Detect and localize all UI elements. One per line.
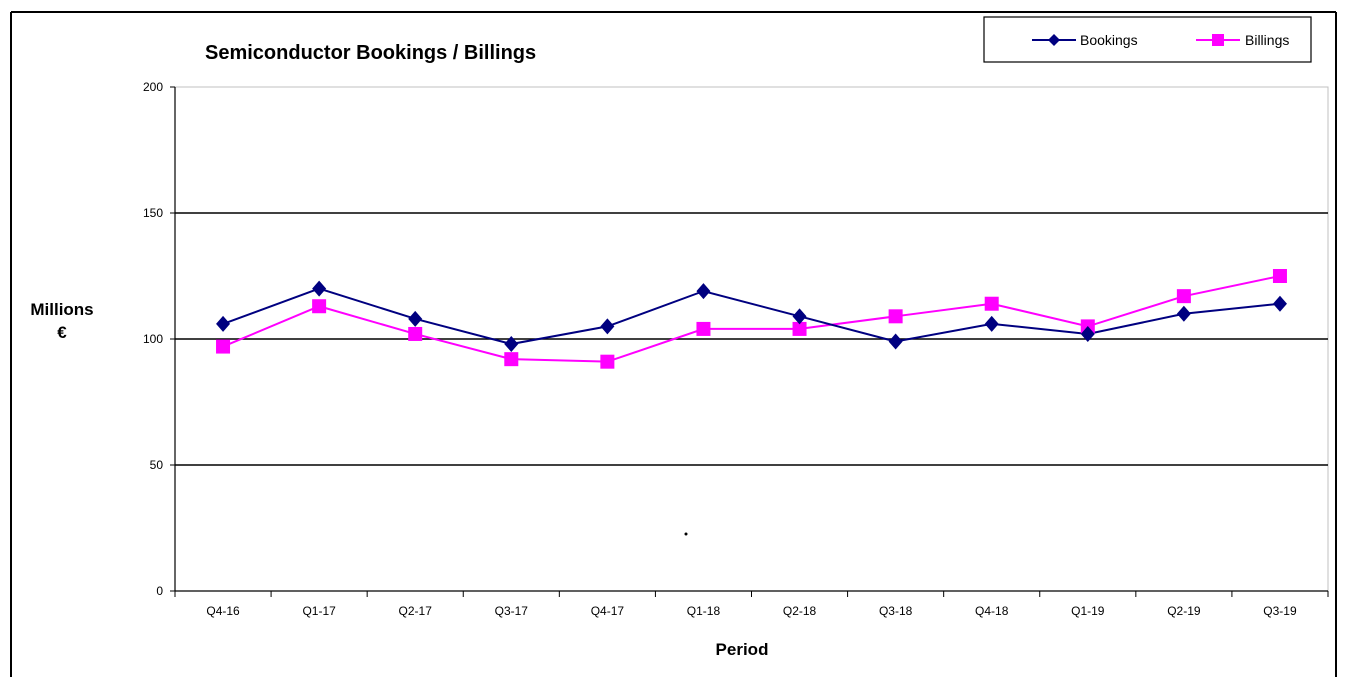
y-tick-label-200: 200	[143, 80, 163, 94]
x-tick-label-Q3-19: Q3-19	[1263, 604, 1297, 618]
data-point-bookings-Q2-17	[408, 310, 423, 327]
legend-entry-billings: Billings	[1196, 32, 1289, 48]
data-point-billings-Q3-18	[888, 309, 903, 324]
data-point-bookings-Q4-16	[216, 315, 231, 332]
axes	[170, 86, 1329, 597]
y-tick-labels: 0 50 100 150 200	[143, 80, 163, 598]
y-axis-title-line1: Millions	[30, 300, 93, 319]
data-point-billings-Q1-18	[696, 321, 711, 336]
data-point-bookings-Q3-19	[1272, 295, 1287, 312]
series-line-bookings	[222, 287, 1281, 346]
data-point-billings-Q4-18	[984, 296, 999, 311]
x-tick-label-Q1-17: Q1-17	[302, 604, 336, 618]
series-line-billings	[222, 275, 1281, 363]
y-tick-label-150: 150	[143, 206, 163, 220]
plot-area: 0 50 100 150 200 Q4-16 Q1-17 Q2-17 Q3-17 Q4-17 Q1…	[143, 80, 1329, 618]
legend-label-bookings: Bookings	[1080, 32, 1138, 48]
data-point-billings-Q3-17	[504, 352, 519, 367]
chart-title: Semiconductor Bookings / Billings	[205, 42, 536, 64]
legend-entry-bookings: Bookings	[1032, 32, 1138, 48]
data-point-bookings-Q1-18	[696, 283, 711, 300]
legend-marker-billings	[1212, 34, 1224, 46]
x-tick-label-Q2-17: Q2-17	[399, 604, 433, 618]
data-point-bookings-Q4-18	[984, 315, 999, 332]
x-tick-label-Q4-18: Q4-18	[975, 604, 1009, 618]
y-tick-label-50: 50	[150, 458, 164, 472]
legend-label-billings: Billings	[1245, 32, 1289, 48]
x-tick-label-Q4-17: Q4-17	[591, 604, 625, 618]
series-markers	[216, 269, 1287, 369]
y-tick-label-0: 0	[156, 584, 163, 598]
x-tick-label-Q1-18: Q1-18	[687, 604, 721, 618]
data-point-bookings-Q3-17	[504, 336, 519, 353]
data-point-billings-Q2-19	[1176, 289, 1191, 304]
x-tick-label-Q4-16: Q4-16	[206, 604, 240, 618]
x-axis-title: Period	[716, 640, 769, 659]
data-point-bookings-Q2-19	[1176, 305, 1191, 322]
series-lines	[222, 275, 1281, 363]
x-tick-label-Q2-19: Q2-19	[1167, 604, 1201, 618]
data-point-bookings-Q2-18	[792, 308, 807, 325]
x-tick-label-Q2-18: Q2-18	[783, 604, 817, 618]
x-tick-label-Q1-19: Q1-19	[1071, 604, 1105, 618]
x-tick-label-Q3-17: Q3-17	[495, 604, 529, 618]
data-point-billings-Q2-18	[792, 321, 807, 336]
data-point-bookings-Q1-19	[1080, 325, 1095, 342]
legend-marker-bookings	[1048, 34, 1060, 46]
data-point-bookings-Q4-17	[600, 318, 615, 335]
data-point-billings-Q2-17	[408, 326, 423, 341]
gridlines	[175, 212, 1328, 466]
data-point-billings-Q1-17	[312, 299, 327, 314]
legend: Bookings Billings	[983, 16, 1312, 63]
data-point-billings-Q3-19	[1272, 269, 1287, 283]
data-point-bookings-Q3-18	[888, 333, 903, 350]
x-tick-label-Q3-18: Q3-18	[879, 604, 913, 618]
data-point-billings-Q4-17	[600, 354, 615, 369]
stray-dot	[684, 532, 688, 536]
data-point-bookings-Q1-17	[312, 280, 327, 297]
y-tick-label-100: 100	[143, 332, 163, 346]
data-point-billings-Q4-16	[216, 339, 231, 354]
y-axis-title-line2: €	[57, 323, 67, 342]
x-tick-labels: Q4-16 Q1-17 Q2-17 Q3-17 Q4-17 Q1-18 Q2-18 Q3-18…	[206, 604, 1297, 618]
